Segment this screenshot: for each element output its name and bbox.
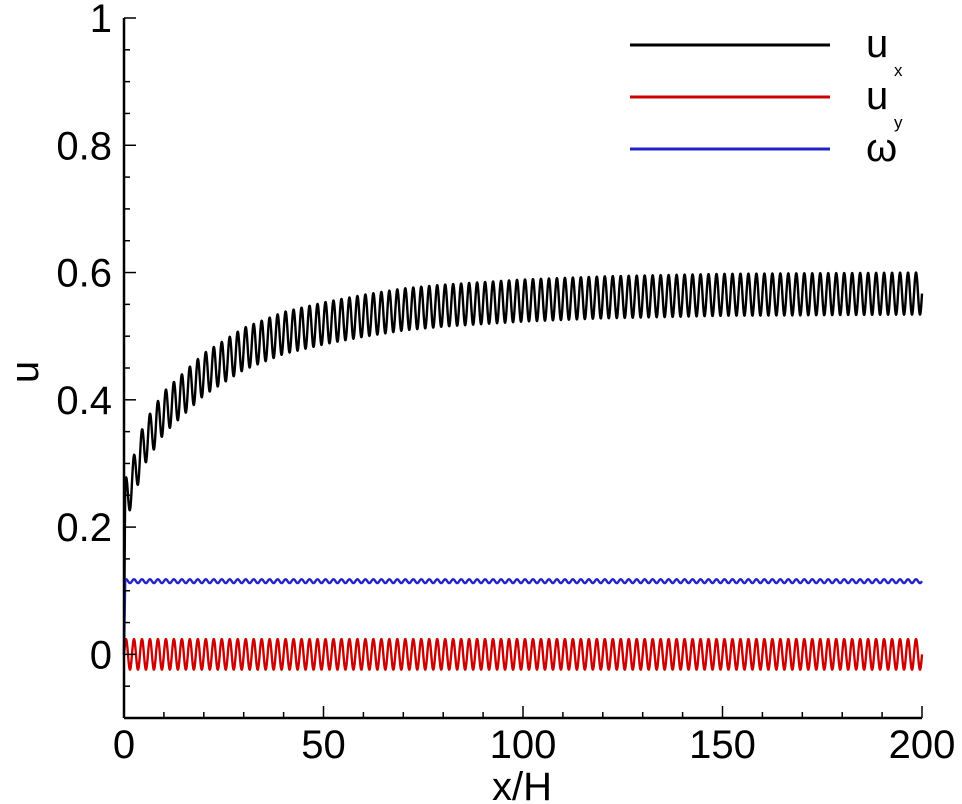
y-tick-label: 0.2 [56,506,112,550]
legend-subscript-1: y [894,113,903,132]
series-line-0 [122,271,924,655]
series-line-1 [122,637,924,671]
x-tick-label: 0 [113,723,135,767]
legend-label-2: ω [866,126,897,170]
y-tick-label: 1 [90,0,112,41]
x-tick-label: 150 [689,723,756,767]
y-tick-label: 0.8 [56,124,112,168]
x-tick-label: 200 [889,723,956,767]
x-axis-label: x/H [492,765,552,804]
axes [122,18,922,720]
legend-label-0: u [866,22,888,66]
y-tick-label: 0 [90,633,112,677]
y-axis-label: u [3,361,47,383]
y-tick-label: 0.4 [56,379,112,423]
legend-subscript-0: x [894,61,903,80]
x-tick-label: 50 [301,723,346,767]
y-tick-label: 0.6 [56,252,112,296]
ticks [123,17,923,719]
legend-label-1: u [866,74,888,118]
series-lines [122,271,924,671]
series-line-2 [122,578,923,655]
tick-labels: 0 50 100 150 200 0 0.2 0.4 0.6 0.8 1 [56,0,955,767]
x-tick-label: 100 [490,723,557,767]
